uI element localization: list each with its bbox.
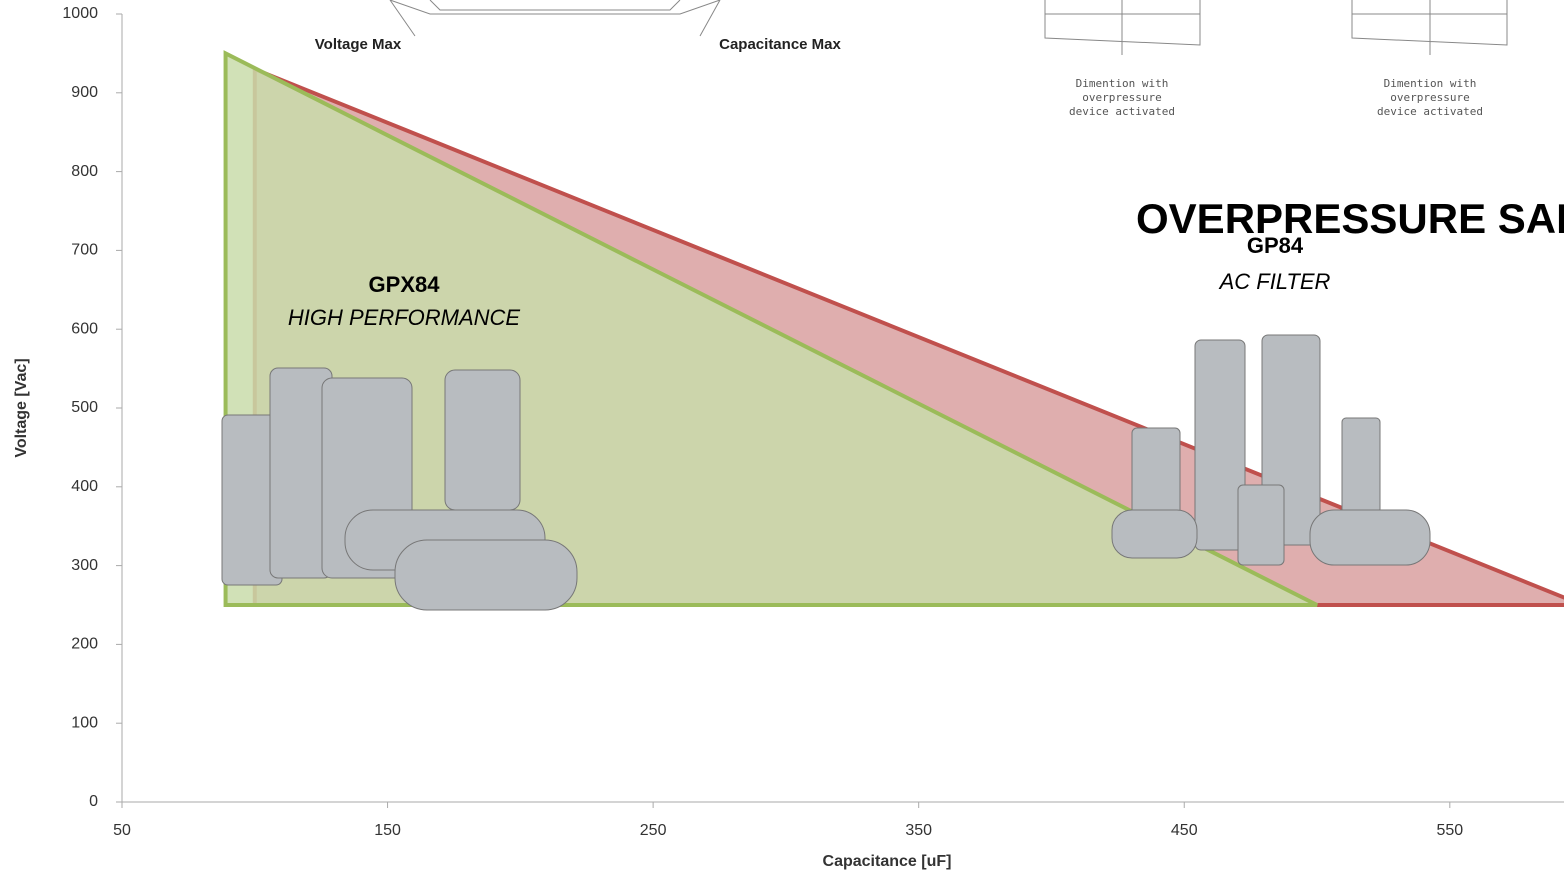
capacitor <box>1194 339 1246 551</box>
note: overpressure <box>1390 91 1469 104</box>
x-tick-label: 350 <box>905 822 932 839</box>
diagram <box>389 0 721 37</box>
annotation: GPX84 <box>369 272 441 297</box>
y-axis-title: Voltage [Vac] <box>13 358 30 457</box>
note: Dimention with <box>1384 77 1477 90</box>
capacitor <box>1111 509 1198 559</box>
annotation: GP84 <box>1247 233 1304 258</box>
capacitor <box>1341 417 1381 514</box>
capacitor <box>1237 484 1285 566</box>
annotation: AC FILTER <box>1218 269 1331 294</box>
x-tick-label: 50 <box>113 822 131 839</box>
y-tick-label: 600 <box>71 320 98 337</box>
annotation: Capacitance Max <box>719 36 841 53</box>
y-tick-label: 400 <box>71 478 98 495</box>
y-tick-label: 700 <box>71 242 98 259</box>
y-tick-label: 200 <box>71 636 98 653</box>
capacitor <box>394 539 578 611</box>
y-tick-label: 0 <box>89 793 98 810</box>
x-tick-label: 250 <box>640 822 667 839</box>
annotation: OVERPRESSURE SAF <box>1136 195 1564 242</box>
x-axis-title: Capacitance [uF] <box>823 853 952 870</box>
x-tick-label: 450 <box>1171 822 1198 839</box>
diagram <box>1351 0 1508 55</box>
note: device activated <box>1069 105 1175 118</box>
y-tick-label: 100 <box>71 714 98 731</box>
x-tick-label: 550 <box>1436 822 1463 839</box>
capacitor <box>1309 509 1431 566</box>
note: overpressure <box>1082 91 1161 104</box>
annotation: HIGH PERFORMANCE <box>288 305 521 330</box>
decor <box>389 0 1508 55</box>
diagram <box>389 0 721 15</box>
x-tick-label: 150 <box>374 822 401 839</box>
diagram <box>1044 0 1201 55</box>
y-tick-label: 300 <box>71 557 98 574</box>
y-tick-label: 1000 <box>62 5 98 22</box>
product-images <box>221 334 1431 611</box>
y-tick-label: 500 <box>71 399 98 416</box>
y-tick-label: 900 <box>71 84 98 101</box>
capacitor <box>444 369 521 511</box>
note: device activated <box>1377 105 1483 118</box>
note: Dimention with <box>1076 77 1169 90</box>
annotation: Voltage Max <box>315 36 402 53</box>
y-tick-label: 800 <box>71 163 98 180</box>
